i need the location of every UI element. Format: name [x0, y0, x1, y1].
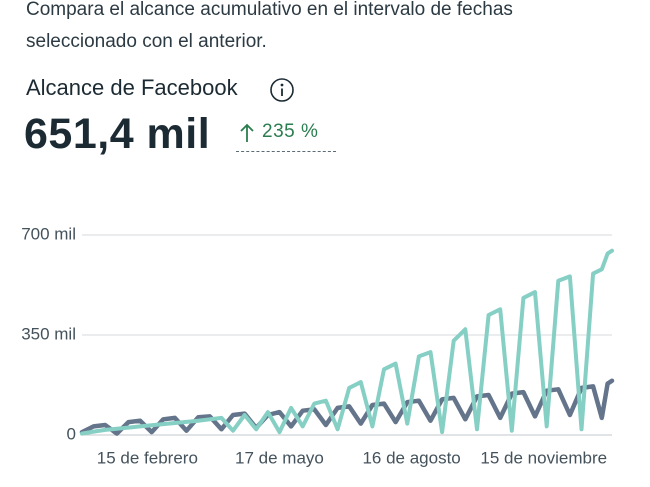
change-percent: 235 %: [262, 121, 319, 142]
x-tick-label: 15 de febrero: [97, 448, 198, 467]
up-arrow: [240, 123, 254, 142]
series-line: [79, 378, 615, 436]
metric-title: Alcance de Facebook: [26, 75, 238, 100]
x-tick-label: 17 de mayo: [235, 448, 324, 467]
x-tick-label: 16 de agosto: [362, 448, 460, 467]
change-underline: [236, 151, 336, 152]
y-tick-label: 350 mil: [21, 324, 76, 343]
info-icon[interactable]: [268, 76, 296, 104]
series-line: [80, 248, 614, 436]
x-tick-label: 15 de noviembre: [480, 448, 607, 467]
y-tick-label: 700 mil: [21, 224, 76, 243]
metric-value: 651,4 mil: [24, 110, 211, 158]
y-tick-label: 0: [67, 424, 76, 443]
description: Compara el alcance acumulativo en el int…: [26, 0, 513, 52]
